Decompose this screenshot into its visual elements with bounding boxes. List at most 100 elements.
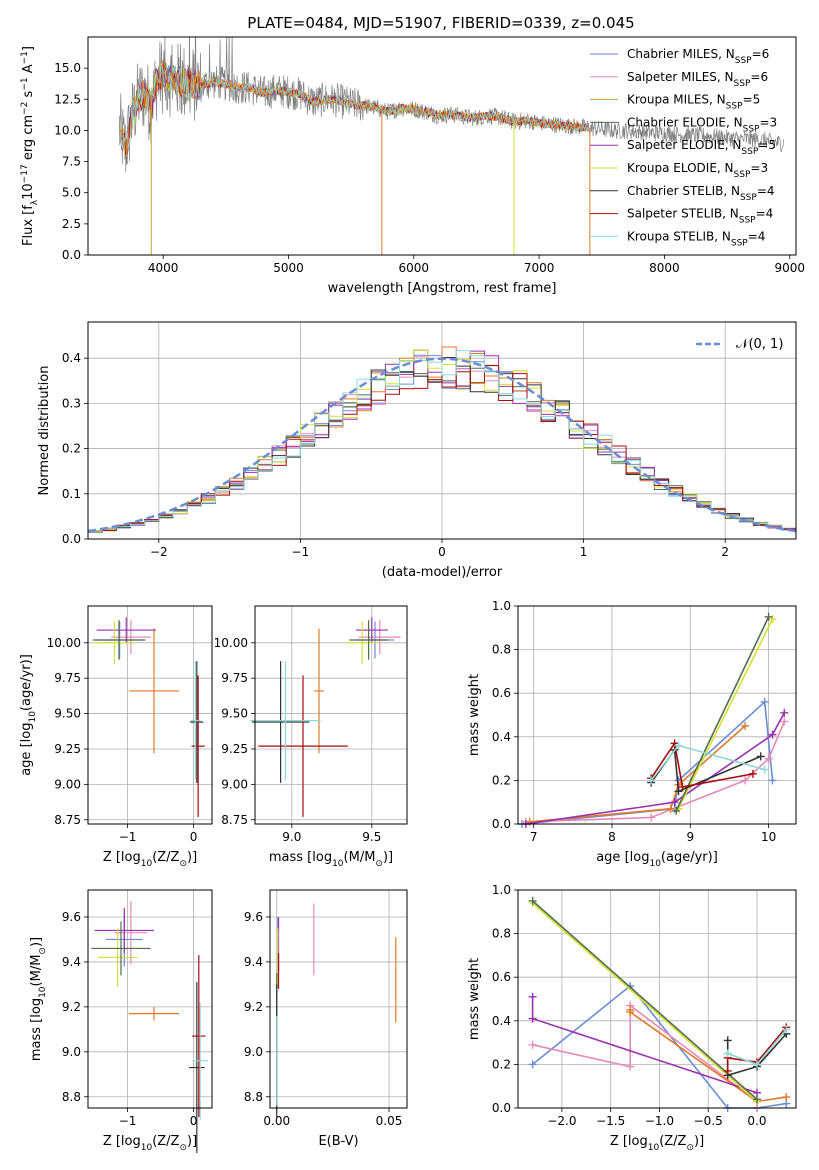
weight-line	[723, 1025, 791, 1069]
x-tick-label: 0.05	[376, 1114, 403, 1128]
x-axis-label: mass [log10(M/M⊙)]	[269, 850, 393, 869]
y-tick-label: 9.0	[62, 1045, 81, 1059]
errorbar-point	[346, 621, 379, 665]
label-part: erg cm	[21, 115, 36, 164]
axes-frame	[517, 889, 797, 1109]
plus-marker	[741, 776, 750, 785]
y-tick-label: 9.25	[221, 742, 248, 756]
errorbar-point	[314, 628, 324, 754]
errorbar-point	[94, 907, 154, 953]
y-tick-label: 0.2	[492, 1057, 511, 1071]
x-tick-label: −1	[119, 1114, 137, 1128]
normal-legend: 𝒩(0, 1)	[696, 337, 783, 352]
errorbar-point	[355, 617, 388, 643]
legend-label: Salpeter STELIB, NSSP=4	[627, 207, 773, 226]
x-tick-label: −1	[292, 545, 310, 559]
y-tick-label: 0.8	[492, 643, 511, 657]
y-tick-label: 0.6	[492, 686, 511, 700]
y-tick-label: 9.6	[244, 910, 263, 924]
label-part: (data-model)/error	[382, 565, 503, 580]
label-part: 10	[648, 1143, 660, 1153]
plus-marker	[626, 1008, 635, 1017]
label-part: 10	[28, 711, 38, 723]
y-tick-label: 0.4	[62, 351, 81, 365]
label-part: =6	[750, 70, 768, 84]
y-tick-label: 0.0	[492, 1101, 511, 1115]
x-axis-label: (data-model)/error	[382, 565, 503, 580]
x-tick-label: 0.0	[747, 1114, 766, 1128]
y-tick-label: 15.0	[54, 61, 81, 75]
plus-marker	[674, 787, 683, 796]
errorbar-point	[92, 620, 146, 660]
plus-marker	[626, 1062, 635, 1071]
label-part: 10	[649, 859, 661, 869]
axes-frame	[87, 889, 213, 1109]
series-line	[726, 1026, 787, 1071]
y-tick-label: 9.2	[244, 1000, 263, 1014]
axes-frame	[87, 321, 797, 540]
y-tick-label: 0.1	[62, 487, 81, 501]
axes-spectrum: 4000 5000 6000 7000 8000 9000 0.0 2.5 5.0 7.5 10.0…	[20, 36, 805, 296]
errorbar-point	[359, 620, 401, 655]
errorbar-point	[192, 1002, 209, 1120]
weight-series	[528, 896, 791, 1112]
axes-frame	[254, 605, 408, 825]
label-part: =6	[752, 47, 770, 61]
x-axis-label: Z [log10(Z/Z⊙)]	[610, 1134, 704, 1153]
y-tick-label: 0.0	[492, 817, 511, 831]
x-tick-label: 7	[530, 830, 538, 844]
legend-label: Kroupa STELIB, NSSP=4	[627, 229, 765, 248]
label-part: SSP	[734, 79, 751, 89]
weight-series	[517, 612, 789, 828]
y-tick-label: 9.75	[54, 671, 81, 685]
label-part: (age/yr)]	[661, 850, 718, 865]
series-line	[532, 900, 758, 1100]
y-tick-label: 0.4	[492, 1014, 511, 1028]
plus-marker	[782, 1025, 791, 1034]
model-spectrum	[120, 64, 590, 149]
x-tick-label: 0	[438, 545, 446, 559]
errorbar-point	[111, 620, 151, 655]
y-axis-label: Flux [fλ10−17 erg cm−2 s−1 A−1]	[20, 46, 40, 246]
y-tick-label: 0.0	[62, 532, 81, 546]
label-part: )]	[29, 937, 44, 947]
legend-label: Kroupa ELODIE, NSSP=3	[627, 161, 768, 180]
y-tick-label: 0.0	[62, 248, 81, 262]
label-part: )]	[187, 850, 197, 865]
label-part: Kroupa STELIB, N	[627, 229, 731, 243]
y-tick-label: 9.50	[54, 707, 81, 721]
x-tick-label: −1.0	[645, 1114, 674, 1128]
label-part: λ	[30, 199, 40, 205]
plus-marker	[780, 717, 789, 726]
y-tick-label: 8.8	[244, 1090, 263, 1104]
label-part: =4	[757, 184, 775, 198]
label-part: =3	[759, 115, 777, 129]
x-tick-label: −2	[150, 545, 168, 559]
plus-marker	[647, 813, 656, 822]
weight-line	[528, 896, 761, 1104]
weight-line	[647, 741, 769, 785]
errorbar-point	[349, 620, 388, 660]
axes-frame	[87, 36, 797, 256]
y-tick-label: 1.0	[492, 599, 511, 613]
axes-mass-vs-Z: −1 08.89.09.29.49.6Z [log10(Z/Z⊙)]mass [l…	[29, 889, 213, 1153]
y-tick-label: 0.2	[62, 442, 81, 456]
y-tick-label: 8.8	[62, 1090, 81, 1104]
weight-line	[528, 1001, 761, 1112]
x-tick-label: 6000	[399, 261, 430, 275]
label-part: −2	[20, 102, 30, 115]
label-part: ⊙	[686, 1143, 694, 1153]
x-tick-label: 2	[721, 545, 729, 559]
axes-frame	[269, 889, 408, 1109]
label-part: =4	[748, 229, 766, 243]
plus-marker	[756, 752, 765, 761]
label-part: Normed distribution	[37, 366, 52, 496]
y-tick-label: 7.5	[62, 155, 81, 169]
label-part: =3	[750, 161, 768, 175]
plus-marker	[764, 754, 773, 763]
weight-line	[528, 992, 761, 1097]
y-tick-label: 12.5	[54, 92, 81, 106]
